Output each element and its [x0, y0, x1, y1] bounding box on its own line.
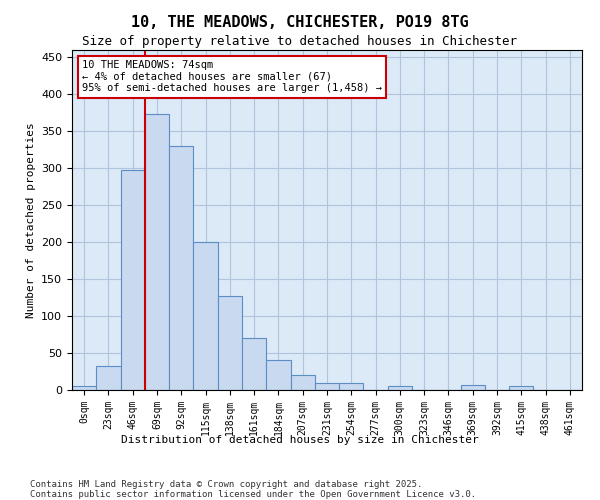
Text: 10, THE MEADOWS, CHICHESTER, PO19 8TG: 10, THE MEADOWS, CHICHESTER, PO19 8TG	[131, 15, 469, 30]
Bar	[461, 385, 485, 390]
Bar	[509, 386, 533, 390]
Bar	[218, 296, 242, 390]
Bar	[388, 386, 412, 390]
Bar	[242, 338, 266, 390]
Bar	[169, 146, 193, 390]
Y-axis label: Number of detached properties: Number of detached properties	[26, 122, 35, 318]
Bar	[145, 114, 169, 390]
Bar	[193, 242, 218, 390]
Bar	[72, 386, 96, 390]
Bar	[121, 170, 145, 390]
Bar	[290, 375, 315, 390]
Text: Contains HM Land Registry data © Crown copyright and database right 2025.
Contai: Contains HM Land Registry data © Crown c…	[30, 480, 476, 500]
Bar	[315, 382, 339, 390]
Text: Distribution of detached houses by size in Chichester: Distribution of detached houses by size …	[121, 435, 479, 445]
Bar	[339, 382, 364, 390]
Text: Size of property relative to detached houses in Chichester: Size of property relative to detached ho…	[83, 35, 517, 48]
Bar	[96, 366, 121, 390]
Text: 10 THE MEADOWS: 74sqm
← 4% of detached houses are smaller (67)
95% of semi-detac: 10 THE MEADOWS: 74sqm ← 4% of detached h…	[82, 60, 382, 94]
Bar	[266, 360, 290, 390]
